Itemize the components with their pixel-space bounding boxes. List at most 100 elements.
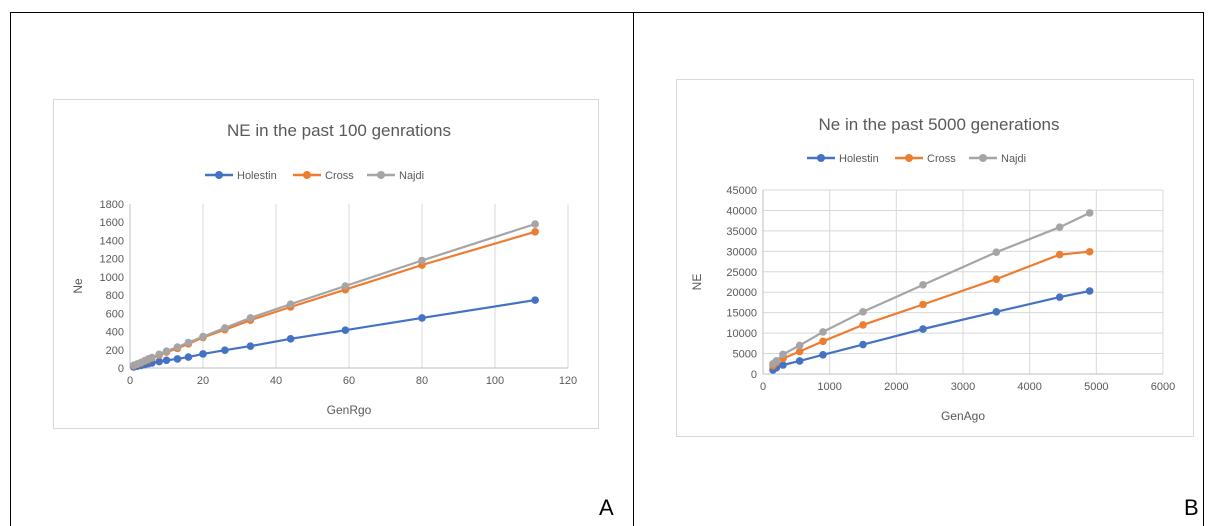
x-tick-label: 60 [343, 375, 355, 387]
y-tick-label: 25000 [726, 267, 757, 279]
data-point-najdi [779, 350, 787, 359]
y-tick-label: 1400 [100, 235, 124, 247]
data-point-holestin [246, 342, 255, 350]
y-tick-label: 1600 [100, 217, 124, 229]
data-point-holestin [341, 326, 350, 334]
y-axis-label: NE [690, 274, 704, 291]
y-tick-label: 1800 [100, 199, 124, 211]
data-point-najdi [992, 248, 1001, 256]
panel-label-b: B [1184, 495, 1199, 520]
data-point-holestin [779, 361, 787, 369]
data-point-holestin [819, 350, 827, 359]
chart-b-svg: Ne in the past 5000 generations Holestin C… [690, 115, 1175, 423]
x-tick-label: 100 [486, 375, 504, 387]
legend-label: Najdi [1001, 153, 1026, 165]
chart-b-area: Ne in the past 5000 generations Holestin C… [676, 79, 1194, 437]
x-tick-label: 5000 [1084, 381, 1108, 393]
y-tick-label: 15000 [726, 308, 757, 320]
y-tick-label: 400 [106, 327, 124, 339]
legend-swatch-marker [905, 154, 913, 162]
data-point-holestin [859, 340, 867, 349]
x-tick-label: 80 [416, 375, 428, 387]
legend-swatch-marker [377, 171, 385, 179]
y-tick-label: 1200 [100, 254, 124, 266]
y-tick-label: 800 [106, 290, 124, 302]
legend-swatch-marker [303, 171, 311, 179]
x-tick-label: 2000 [884, 381, 908, 393]
x-axis-label: GenRgo [327, 403, 372, 417]
chart-title: Ne in the past 5000 generations [818, 115, 1059, 134]
data-point-cross [992, 275, 1001, 283]
series-line-cross [133, 230, 536, 367]
data-point-najdi [155, 350, 163, 359]
chart-title: NE in the past 100 genrations [227, 121, 451, 140]
data-point-holestin [173, 355, 182, 363]
panel-a: NE in the past 100 genrations Holestin Cro… [10, 12, 634, 526]
data-point-cross [531, 227, 539, 236]
panel-b: Ne in the past 5000 generations Holestin C… [634, 12, 1204, 526]
x-tick-label: 40 [270, 375, 282, 387]
series-line-cross [772, 250, 1090, 367]
data-point-najdi [184, 338, 193, 347]
legend-label: Holestin [237, 170, 277, 182]
series-line-najdi [133, 222, 536, 367]
data-point-holestin [286, 335, 295, 343]
legend-label: Cross [927, 153, 956, 165]
data-point-najdi [162, 347, 171, 355]
legend-label: Cross [325, 170, 354, 182]
data-point-najdi [772, 357, 781, 365]
legend-swatch-marker [817, 154, 825, 162]
data-point-cross [795, 347, 804, 356]
chart-a-area: NE in the past 100 genrations Holestin Cro… [53, 99, 599, 429]
y-tick-label: 20000 [726, 287, 757, 299]
data-point-holestin [531, 296, 539, 304]
y-tick-label: 1000 [100, 272, 124, 284]
y-tick-label: 40000 [726, 205, 757, 217]
y-tick-label: 30000 [726, 246, 757, 258]
x-tick-label: 0 [127, 375, 133, 387]
y-tick-label: 35000 [726, 226, 757, 238]
data-point-holestin [162, 356, 171, 365]
x-tick-label: 6000 [1151, 381, 1175, 393]
x-axis-label: GenAgo [941, 409, 985, 423]
data-point-najdi [1055, 223, 1064, 232]
data-point-najdi [531, 220, 539, 228]
data-point-najdi [221, 324, 229, 332]
data-point-najdi [795, 341, 804, 350]
data-point-najdi [919, 281, 927, 289]
y-tick-label: 45000 [726, 185, 757, 197]
y-tick-label: 200 [106, 345, 124, 357]
panel-label-a: A [599, 495, 614, 520]
data-point-najdi [1085, 209, 1094, 217]
y-tick-label: 600 [106, 308, 124, 320]
y-tick-label: 5000 [733, 349, 757, 361]
data-point-holestin [199, 350, 207, 358]
data-point-holestin [795, 357, 804, 365]
x-tick-label: 0 [760, 381, 766, 393]
legend-swatch-marker [979, 154, 987, 162]
data-point-holestin [184, 353, 193, 361]
x-tick-label: 120 [559, 375, 577, 387]
data-point-cross [819, 337, 827, 346]
data-point-najdi [199, 332, 207, 341]
data-point-najdi [148, 353, 156, 362]
data-point-najdi [418, 256, 426, 265]
y-tick-label: 10000 [726, 328, 757, 340]
x-tick-label: 3000 [951, 381, 975, 393]
data-point-holestin [1085, 287, 1094, 295]
chart-a-svg: NE in the past 100 genrations Holestin Cro… [71, 121, 577, 417]
legend-label: Najdi [399, 170, 424, 182]
series-line-najdi [772, 211, 1091, 365]
data-point-najdi [819, 328, 827, 336]
y-tick-label: 0 [751, 369, 757, 381]
data-point-cross [1085, 247, 1094, 256]
data-point-najdi [286, 300, 295, 309]
data-point-cross [859, 321, 867, 329]
y-axis-label: Ne [71, 278, 85, 294]
data-point-holestin [992, 308, 1001, 316]
data-point-najdi [341, 282, 350, 290]
data-point-najdi [173, 343, 182, 351]
data-point-holestin [155, 357, 163, 366]
data-point-holestin [418, 314, 426, 322]
data-point-najdi [859, 308, 867, 316]
